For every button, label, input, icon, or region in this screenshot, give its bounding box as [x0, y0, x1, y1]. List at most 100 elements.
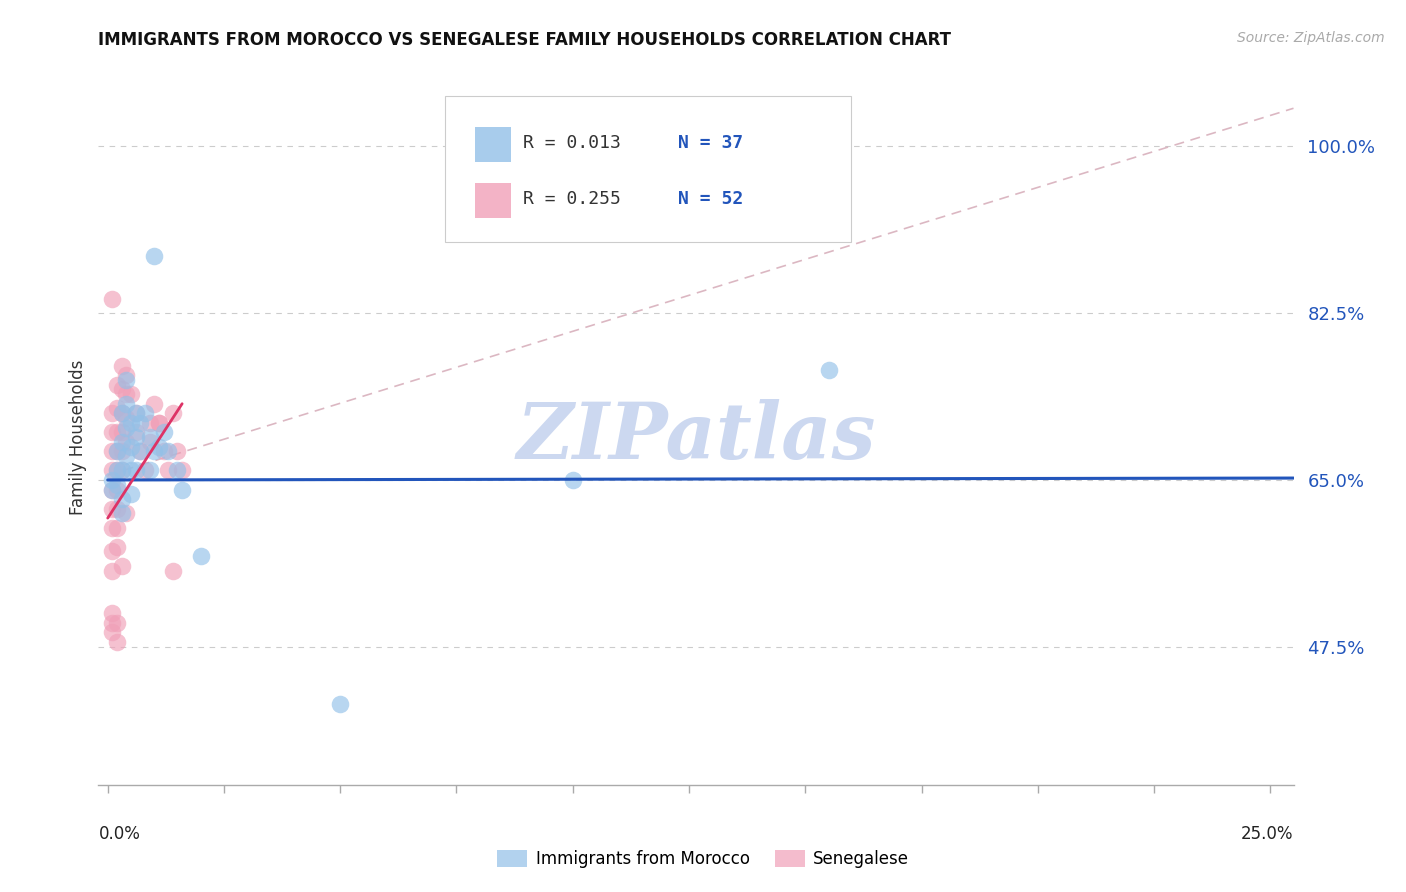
Point — [101, 501, 124, 516]
Point — [124, 430, 146, 444]
Point — [101, 615, 124, 630]
Text: R = 0.013: R = 0.013 — [523, 135, 620, 153]
Bar — [475, 183, 510, 218]
Text: 0.0%: 0.0% — [98, 825, 141, 843]
Point — [105, 425, 128, 440]
Point — [172, 483, 194, 497]
Point — [115, 411, 138, 425]
Point — [162, 406, 184, 420]
Legend: Immigrants from Morocco, Senegalese: Immigrants from Morocco, Senegalese — [491, 843, 915, 875]
Point — [148, 440, 170, 454]
Point — [111, 406, 134, 420]
Point — [166, 463, 188, 477]
Point — [101, 483, 124, 497]
Point — [111, 359, 134, 373]
Point — [124, 463, 146, 477]
Point — [105, 501, 128, 516]
Point — [101, 625, 124, 640]
Point — [129, 444, 152, 458]
Point — [157, 463, 180, 477]
Point — [105, 377, 128, 392]
Point — [148, 416, 170, 430]
Point — [111, 425, 134, 440]
Point — [105, 477, 128, 491]
Point — [120, 416, 142, 430]
Point — [101, 473, 124, 487]
Point — [111, 506, 134, 520]
Point — [105, 521, 128, 535]
Point — [111, 406, 134, 420]
Point — [105, 540, 128, 554]
Point — [111, 463, 134, 477]
Point — [115, 434, 138, 449]
Text: ZIPatlas: ZIPatlas — [516, 399, 876, 475]
Point — [115, 449, 138, 463]
Point — [166, 444, 188, 458]
Point — [157, 444, 180, 458]
Point — [143, 397, 166, 411]
Point — [190, 549, 212, 564]
Point — [152, 425, 174, 440]
Point — [101, 292, 124, 306]
Bar — [475, 128, 510, 162]
Point — [101, 483, 124, 497]
Point — [105, 401, 128, 416]
Point — [105, 463, 128, 477]
Point — [561, 473, 583, 487]
Point — [115, 387, 138, 401]
Point — [143, 444, 166, 458]
Point — [105, 635, 128, 649]
Point — [129, 444, 152, 458]
Point — [162, 564, 184, 578]
Point — [138, 434, 160, 449]
Point — [115, 420, 138, 434]
Point — [148, 416, 170, 430]
Point — [115, 368, 138, 383]
Point — [172, 463, 194, 477]
Point — [101, 444, 124, 458]
Point — [138, 463, 160, 477]
Point — [101, 544, 124, 558]
Point — [105, 444, 128, 458]
Point — [105, 444, 128, 458]
Point — [105, 463, 128, 477]
Point — [329, 697, 352, 711]
Point — [115, 397, 138, 411]
Point — [101, 406, 124, 420]
Point — [817, 363, 839, 377]
Point — [138, 416, 160, 430]
Point — [115, 506, 138, 520]
Point — [134, 406, 156, 420]
Point — [105, 615, 128, 630]
Text: Source: ZipAtlas.com: Source: ZipAtlas.com — [1237, 31, 1385, 45]
FancyBboxPatch shape — [444, 96, 851, 243]
Text: 25.0%: 25.0% — [1241, 825, 1294, 843]
Point — [152, 444, 174, 458]
Point — [105, 483, 128, 497]
Point — [120, 387, 142, 401]
Point — [120, 487, 142, 501]
Point — [101, 425, 124, 440]
Point — [111, 383, 134, 397]
Point — [143, 249, 166, 263]
Point — [124, 406, 146, 420]
Text: R = 0.255: R = 0.255 — [523, 190, 620, 208]
Text: N = 52: N = 52 — [678, 190, 744, 208]
Point — [124, 425, 146, 440]
Point — [124, 406, 146, 420]
Point — [111, 491, 134, 506]
Point — [134, 463, 156, 477]
Point — [115, 373, 138, 387]
Point — [111, 444, 134, 458]
Point — [138, 430, 160, 444]
Point — [120, 463, 142, 477]
Point — [111, 558, 134, 573]
Point — [111, 463, 134, 477]
Point — [101, 521, 124, 535]
Point — [111, 434, 134, 449]
Y-axis label: Family Households: Family Households — [69, 359, 87, 515]
Point — [129, 416, 152, 430]
Text: IMMIGRANTS FROM MOROCCO VS SENEGALESE FAMILY HOUSEHOLDS CORRELATION CHART: IMMIGRANTS FROM MOROCCO VS SENEGALESE FA… — [98, 31, 952, 49]
Point — [120, 440, 142, 454]
Point — [101, 463, 124, 477]
